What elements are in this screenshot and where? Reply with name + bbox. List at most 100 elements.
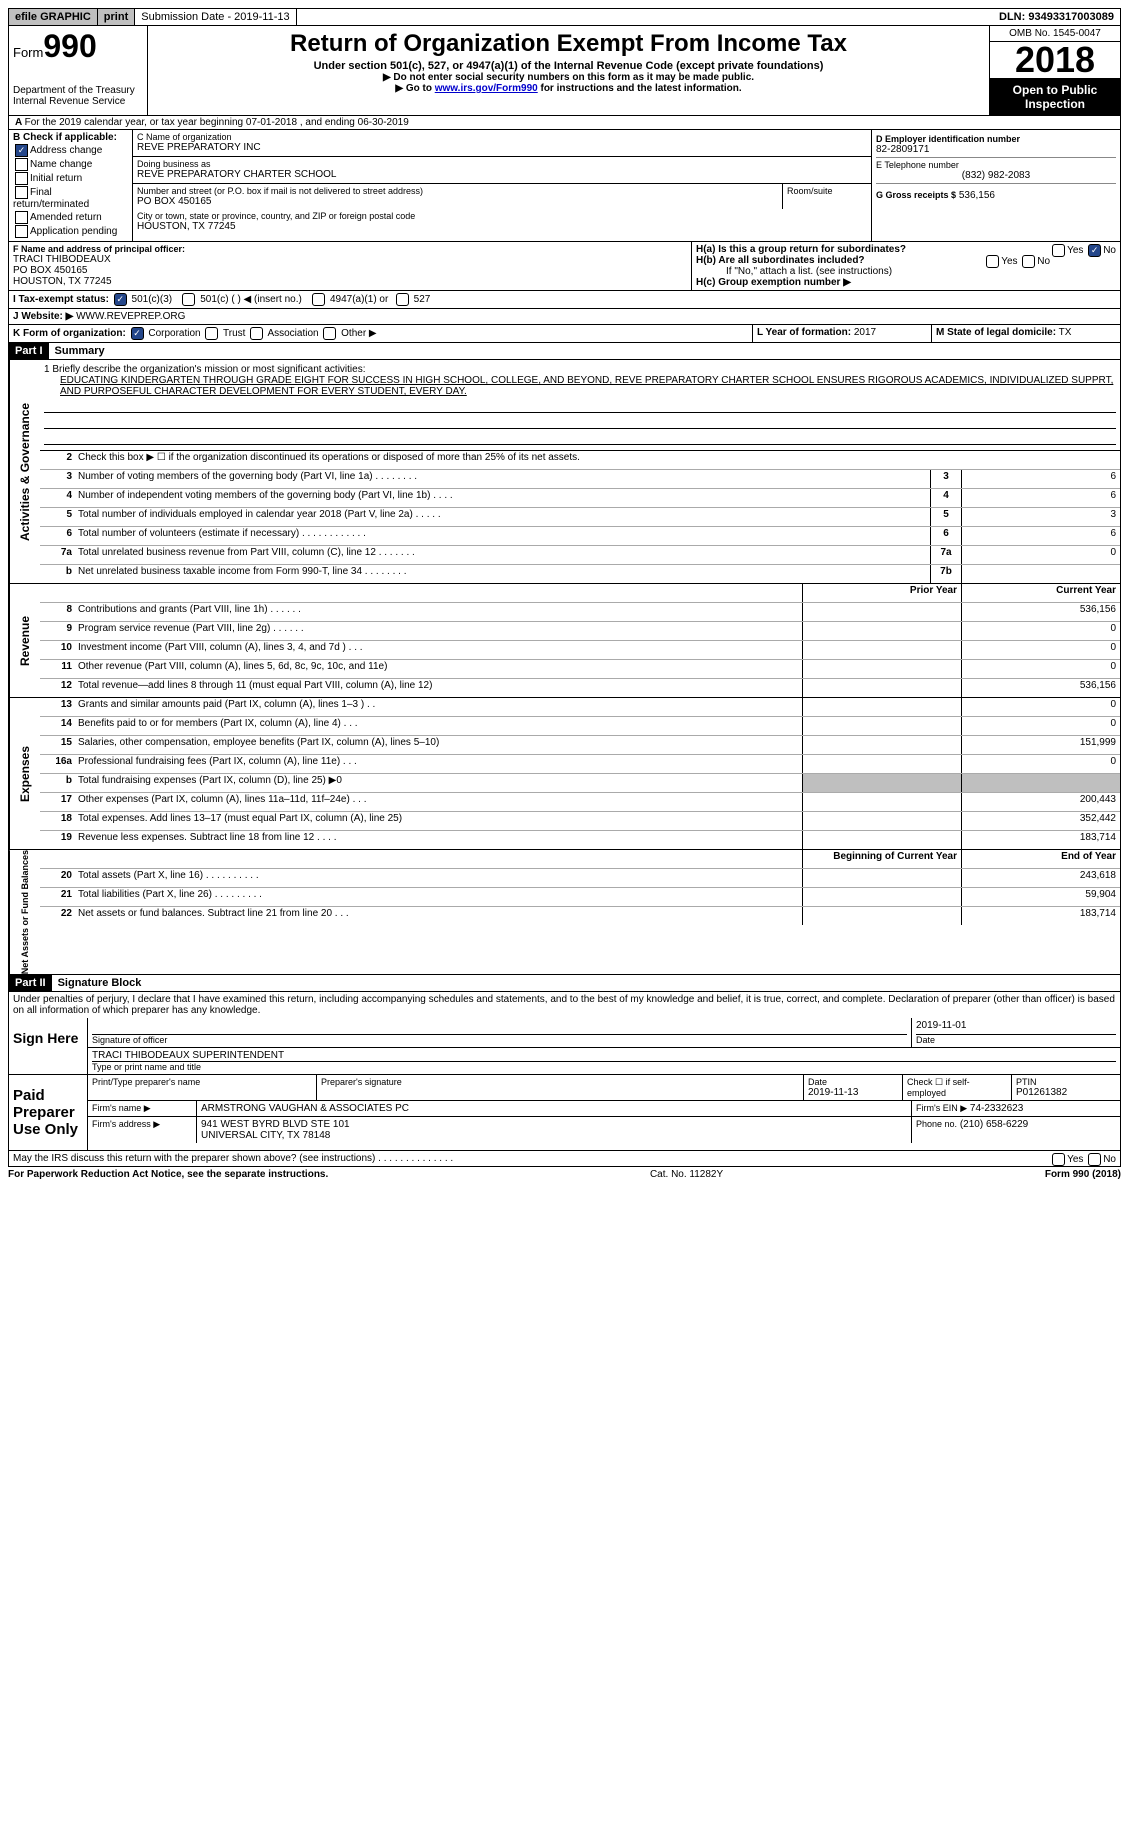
py22 [802,907,961,925]
f-label: F Name and address of principal officer: [13,244,687,254]
t22: Net assets or fund balances. Subtract li… [76,907,802,925]
n16b: b [40,774,76,792]
t18: Total expenses. Add lines 13–17 (must eq… [76,812,802,830]
n16a: 16a [40,755,76,773]
t21: Total liabilities (Part X, line 26) . . … [76,888,802,906]
line7a: Total unrelated business revenue from Pa… [76,546,930,564]
t8: Contributions and grants (Part VIII, lin… [76,603,802,621]
pt-date: 2019-11-13 [808,1087,898,1098]
efile-btn[interactable]: efile GRAPHIC [9,9,98,25]
py9 [802,622,961,640]
t15: Salaries, other compensation, employee b… [76,736,802,754]
col-d: D Employer identification number82-28091… [872,130,1120,241]
footer-left: For Paperwork Reduction Act Notice, see … [8,1169,328,1180]
n10: 10 [40,641,76,659]
side-netassets: Net Assets or Fund Balances [9,850,40,974]
i-527[interactable] [396,293,409,306]
val4: 6 [961,489,1120,507]
yes-txt2: Yes [1001,256,1017,267]
discuss-yes[interactable] [1052,1153,1065,1166]
t12: Total revenue—add lines 8 through 11 (mu… [76,679,802,697]
side-activities: Activities & Governance [9,360,40,583]
box4: 4 [930,489,961,507]
may-discuss: May the IRS discuss this return with the… [13,1153,453,1164]
checkbox-final[interactable] [15,186,28,199]
opt-amended: Amended return [30,212,102,223]
t17: Other expenses (Part IX, column (A), lin… [76,793,802,811]
cy17: 200,443 [961,793,1120,811]
city-lbl: City or town, state or province, country… [137,211,867,221]
opt-4947: 4947(a)(1) or [330,294,388,305]
open-public: Open to Public Inspection [990,79,1120,115]
cy15: 151,999 [961,736,1120,754]
yes-txt: Yes [1067,245,1083,256]
hb-no[interactable] [1022,255,1035,268]
firm-n-lbl: Firm's name ▶ [88,1101,197,1116]
opt-pending: Application pending [30,226,117,237]
yes-d: Yes [1067,1154,1083,1165]
j-label: J Website: ▶ [13,311,73,322]
l-label: L Year of formation: [757,327,851,338]
print-btn[interactable]: print [98,9,135,25]
no-txt2: No [1037,256,1050,267]
cy14: 0 [961,717,1120,735]
no-d: No [1103,1154,1116,1165]
line7b: Net unrelated business taxable income fr… [76,565,930,583]
checkbox-name[interactable] [15,158,28,171]
checkbox-initial[interactable] [15,172,28,185]
k-assoc[interactable] [250,327,263,340]
k-other[interactable] [323,327,336,340]
t11: Other revenue (Part VIII, column (A), li… [76,660,802,678]
box7b: 7b [930,565,961,583]
state: TX [1059,327,1072,338]
no-txt: No [1103,245,1116,256]
ha-yes[interactable] [1052,244,1065,257]
firm-name: ARMSTRONG VAUGHAN & ASSOCIATES PC [197,1101,912,1116]
pt-date-lbl: Date [808,1077,898,1087]
k-trust[interactable] [205,327,218,340]
firm-ein: 74-2332623 [970,1103,1023,1114]
py14 [802,717,961,735]
i-501c3[interactable] [114,293,127,306]
org-name: REVE PREPARATORY INC [137,142,867,153]
dba-name: REVE PREPARATORY CHARTER SCHOOL [137,169,867,180]
phone: (832) 982-2083 [876,170,1116,181]
py10 [802,641,961,659]
t14: Benefits paid to or for members (Part IX… [76,717,802,735]
firm-addr2: UNIVERSAL CITY, TX 78148 [201,1130,907,1141]
irs-link[interactable]: www.irs.gov/Form990 [435,83,538,94]
side-revenue: Revenue [9,584,40,697]
g-label: G Gross receipts $ [876,190,956,200]
checkbox-pending[interactable] [15,225,28,238]
goto-post: for instructions and the latest informat… [538,83,742,94]
cy8: 536,156 [961,603,1120,621]
irs-label: Internal Revenue Service [13,96,143,107]
k-corp[interactable] [131,327,144,340]
checkbox-amended[interactable] [15,211,28,224]
date-lbl: Date [916,1035,1116,1045]
part2-bar: Part II [9,975,52,991]
cy22: 183,714 [961,907,1120,925]
col-c: C Name of organizationREVE PREPARATORY I… [133,130,872,241]
hdr-prior: Prior Year [802,584,961,602]
opt-name: Name change [30,159,92,170]
k-label: K Form of organization: [13,328,126,339]
checkbox-address[interactable] [15,144,28,157]
addr: PO BOX 450165 [137,196,778,207]
discuss-no[interactable] [1088,1153,1101,1166]
addr-lbl: Number and street (or P.O. box if mail i… [137,186,778,196]
i-501c[interactable] [182,293,195,306]
officer-addr1: PO BOX 450165 [13,265,687,276]
cy20: 243,618 [961,869,1120,887]
hc-label: H(c) Group exemption number ▶ [696,277,851,288]
firm-ein-lbl: Firm's EIN ▶ [916,1103,967,1113]
line3: Number of voting members of the governin… [76,470,930,488]
opt-other: Other ▶ [341,328,376,339]
hb-yes[interactable] [986,255,999,268]
d-label: D Employer identification number [876,134,1116,144]
cy19: 183,714 [961,831,1120,849]
i-4947[interactable] [312,293,325,306]
dept-treasury: Department of the Treasury [13,85,143,96]
part1-title: Summary [49,343,111,359]
ha-no[interactable] [1088,244,1101,257]
